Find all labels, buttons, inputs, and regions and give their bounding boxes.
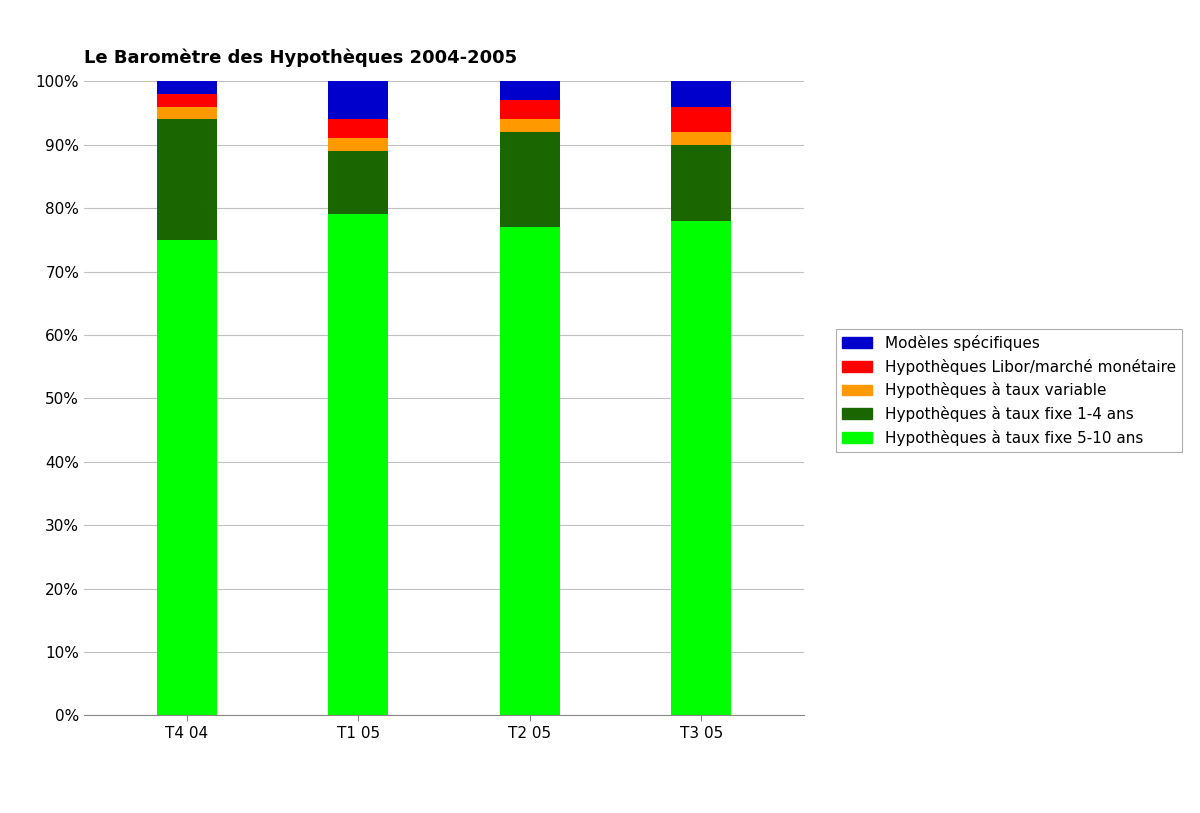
Bar (499, 132, 559, 227)
Bar (671, 221, 731, 715)
Bar (499, 81, 559, 100)
Bar (499, 120, 559, 132)
Bar (329, 215, 389, 715)
Bar (671, 145, 731, 221)
Legend: Modèles spécifiques, Hypothèques Libor/marché monétaire, Hypothèques à taux vari: Modèles spécifiques, Hypothèques Libor/m… (835, 328, 1182, 452)
Bar (671, 81, 731, 107)
Bar (157, 94, 217, 107)
Bar (671, 132, 731, 145)
Bar (671, 107, 731, 132)
Bar (499, 227, 559, 715)
Bar (329, 81, 389, 120)
Bar (329, 151, 389, 215)
Bar (157, 107, 217, 120)
Text: Le Baromètre des Hypothèques 2004-2005: Le Baromètre des Hypothèques 2004-2005 (84, 49, 517, 67)
Bar (329, 120, 389, 138)
Bar (499, 100, 559, 120)
Bar (157, 81, 217, 94)
Bar (157, 120, 217, 240)
Bar (329, 138, 389, 151)
Bar (157, 240, 217, 715)
